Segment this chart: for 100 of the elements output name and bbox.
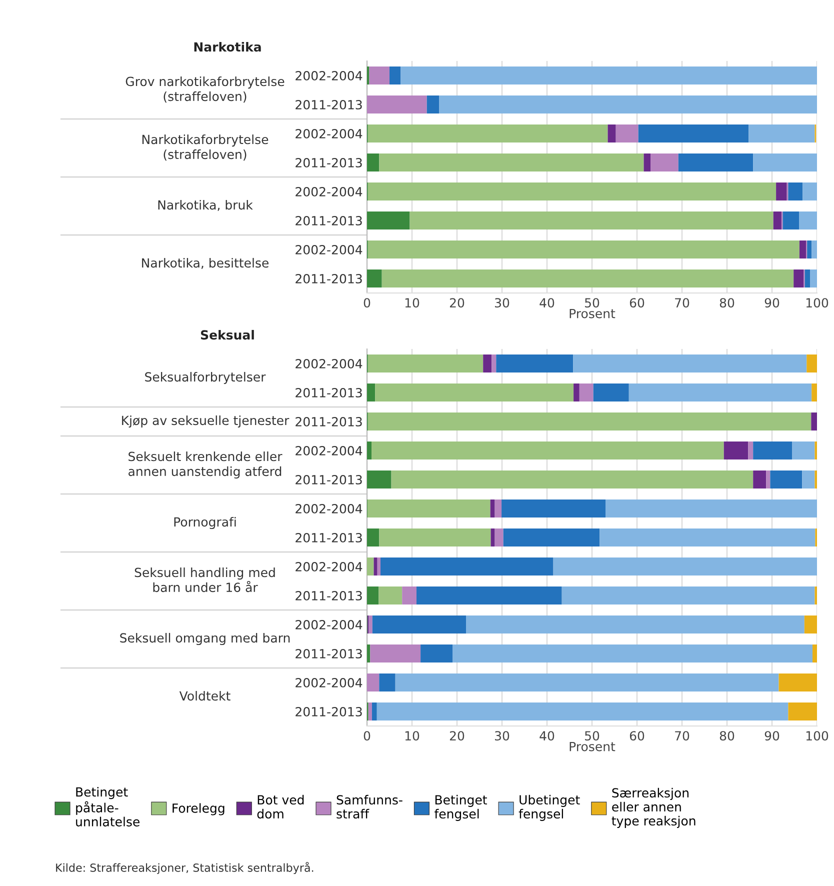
bar xyxy=(367,212,410,230)
bar xyxy=(799,240,806,258)
y-tick-label: 2011-2013 xyxy=(296,216,362,226)
bar xyxy=(490,528,495,546)
bar xyxy=(367,528,380,546)
bar xyxy=(579,384,594,402)
legend-label: Bot ved dom xyxy=(257,794,304,819)
bar xyxy=(368,240,800,258)
x-tick-label: 0 xyxy=(364,731,370,741)
bar xyxy=(794,270,804,288)
bar xyxy=(380,558,554,576)
bar xyxy=(782,212,799,230)
text: Seksuell handling med barn under 16 år xyxy=(134,567,275,592)
y-tick-label: 2011-2013 xyxy=(296,590,362,600)
bar xyxy=(367,442,372,460)
bar xyxy=(638,124,749,142)
bar xyxy=(400,66,817,84)
x-tick-label: 70 xyxy=(675,731,690,741)
bar xyxy=(368,182,776,200)
bar xyxy=(502,500,606,518)
y-tick-label: 2002-2004 xyxy=(296,186,362,196)
bar xyxy=(753,154,817,172)
text: Kilde: Straffereaksjoner, Statistisk sentralbyrå. xyxy=(56,862,314,874)
bar xyxy=(773,212,782,230)
y-tick-label: 2011-2013 xyxy=(296,416,362,426)
x-tick-label: 40 xyxy=(540,298,554,308)
bar xyxy=(375,384,574,402)
y-tick-label: 2002-2004 xyxy=(296,678,362,688)
bar xyxy=(374,558,378,576)
bar xyxy=(372,442,724,460)
bar xyxy=(553,558,817,576)
legend-label: Forelegg xyxy=(172,803,224,816)
x-tick-label: 60 xyxy=(630,731,644,741)
text: Grov narkotikaforbrytelse (straffeloven) xyxy=(126,76,284,103)
x-tick-label: 70 xyxy=(675,298,690,308)
bar xyxy=(376,702,788,720)
x-tick-label: 10 xyxy=(405,298,420,308)
bar xyxy=(650,154,678,172)
bar xyxy=(372,616,466,634)
bar xyxy=(368,616,372,634)
bar xyxy=(410,212,774,230)
text: Pornografi xyxy=(174,516,236,530)
bar xyxy=(748,124,815,142)
bar xyxy=(416,586,562,604)
bar xyxy=(496,354,574,372)
bar xyxy=(802,470,815,488)
bar xyxy=(724,442,748,460)
bar xyxy=(452,644,812,662)
bar xyxy=(804,270,810,288)
bar xyxy=(776,182,787,200)
bar xyxy=(494,500,502,518)
bar xyxy=(466,616,804,634)
bar xyxy=(606,500,817,518)
text: Seksual xyxy=(200,330,254,340)
bar xyxy=(439,96,817,114)
y-tick-label: 2002-2004 xyxy=(296,358,362,368)
y-tick-label: 2002-2004 xyxy=(296,244,362,254)
bar xyxy=(573,354,807,372)
bar xyxy=(367,674,380,692)
bar xyxy=(644,154,650,172)
text: Kjøp av seksuelle tjenester xyxy=(122,415,290,428)
bar xyxy=(812,644,817,662)
bar xyxy=(402,586,416,604)
bar xyxy=(778,674,817,692)
bar xyxy=(382,270,794,288)
bar xyxy=(628,384,812,402)
bar xyxy=(812,384,817,402)
bar xyxy=(593,384,629,402)
y-tick-label: 2002-2004 xyxy=(296,562,362,572)
y-tick-label: 2002-2004 xyxy=(296,446,362,456)
legend-label: Særreaksjon eller annen type reaksjon xyxy=(612,788,696,828)
bar xyxy=(503,528,600,546)
bar xyxy=(807,240,812,258)
bar xyxy=(600,528,816,546)
bar xyxy=(562,586,815,604)
bar xyxy=(753,470,766,488)
bar xyxy=(367,384,376,402)
y-tick-label: 2011-2013 xyxy=(296,532,362,542)
bar xyxy=(368,412,812,430)
bar xyxy=(368,354,484,372)
x-tick-label: 100 xyxy=(806,731,828,741)
bar xyxy=(368,124,608,142)
bar xyxy=(804,616,817,634)
bar xyxy=(788,182,803,200)
y-tick-label: 2002-2004 xyxy=(296,620,362,630)
y-tick-label: 2002-2004 xyxy=(296,128,362,138)
x-tick-label: 20 xyxy=(450,298,464,308)
bar xyxy=(379,528,491,546)
text: Seksualforbrytelser xyxy=(145,372,266,384)
bar xyxy=(753,442,792,460)
text: Narkotikaforbrytelse (straffeloven) xyxy=(142,134,268,161)
x-axis-title: Prosent xyxy=(570,742,616,752)
bar xyxy=(369,66,390,84)
bar xyxy=(616,124,638,142)
legend-label: Betinget påtale- unnlatelse xyxy=(76,787,140,826)
bar xyxy=(608,124,616,142)
text: Seksuelt krenkende eller annen uanstendig atferd xyxy=(128,451,282,479)
y-tick-label: 2011-2013 xyxy=(296,158,362,168)
bar xyxy=(802,182,817,200)
bar xyxy=(391,470,754,488)
